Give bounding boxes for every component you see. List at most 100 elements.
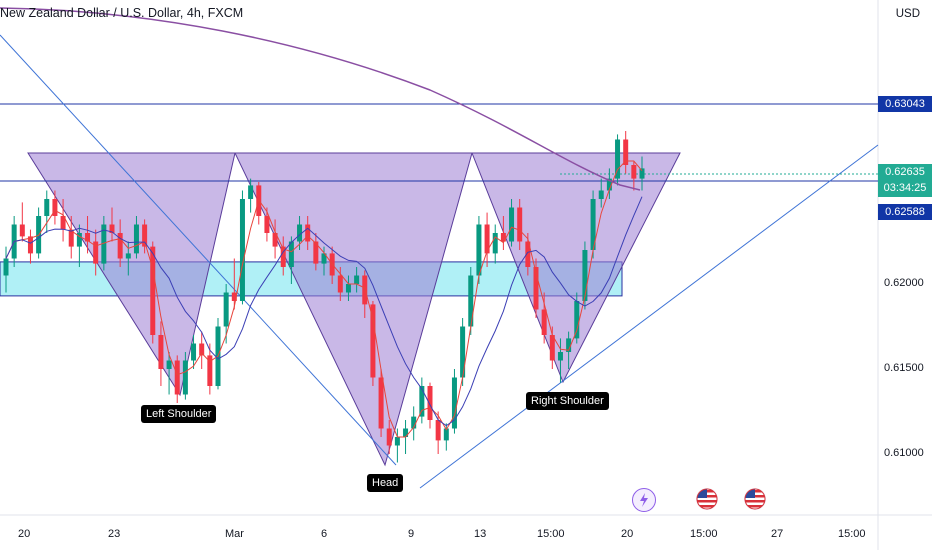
candle <box>264 207 270 242</box>
candle <box>411 406 417 441</box>
candle-body <box>354 275 360 284</box>
resistance-price-badge: 0.63043 <box>878 96 932 112</box>
price-tick: 0.62000 <box>884 277 924 289</box>
candle <box>509 199 515 247</box>
candle <box>19 202 25 242</box>
candle <box>85 216 91 254</box>
candle-body <box>460 326 466 378</box>
candle <box>500 216 506 250</box>
candle <box>623 131 629 174</box>
candle-body <box>468 275 474 327</box>
candle <box>280 236 286 276</box>
candle <box>239 190 245 305</box>
candle-body <box>117 233 123 259</box>
candle-body <box>207 355 213 386</box>
candle <box>60 199 66 242</box>
candle <box>27 229 33 264</box>
candle-body <box>623 139 629 165</box>
candle <box>150 241 156 344</box>
candle-body <box>239 199 245 301</box>
candle <box>182 352 188 400</box>
us-flag-icon[interactable] <box>696 488 718 510</box>
candle-body <box>533 267 539 310</box>
time-tick: 15:00 <box>537 528 565 540</box>
candle-body <box>305 224 311 242</box>
price-tick: 0.61500 <box>884 362 924 374</box>
candle-body <box>3 258 9 276</box>
candle-body <box>590 199 596 250</box>
candle-body <box>500 233 506 242</box>
candle <box>362 270 368 318</box>
candle-body <box>582 250 588 301</box>
us-flag-icon[interactable] <box>744 488 766 510</box>
left-shoulder-label: Left Shoulder <box>141 405 217 423</box>
time-tick: 20 <box>621 528 634 540</box>
head-triangle <box>234 152 473 467</box>
candle-body <box>566 338 572 352</box>
candle <box>345 275 351 301</box>
candle-body <box>615 139 621 179</box>
candle <box>615 134 621 186</box>
candle <box>133 216 139 259</box>
right-shoulder-label: Right Shoulder <box>526 392 609 410</box>
candle-body <box>248 185 254 199</box>
price-tick: 0.61000 <box>884 447 924 459</box>
candle-body <box>574 301 580 339</box>
candle-body <box>60 216 66 230</box>
candle <box>476 216 482 284</box>
candle <box>142 219 148 254</box>
candle-body <box>109 224 115 233</box>
candle <box>557 338 563 383</box>
candle <box>231 258 237 310</box>
candle-body <box>451 377 457 429</box>
candle-body <box>370 304 376 378</box>
candle <box>484 212 490 267</box>
candle-body <box>125 253 131 259</box>
candle <box>354 267 360 293</box>
candle-body <box>68 229 74 247</box>
candle-body <box>150 246 156 335</box>
candle-body <box>44 199 50 216</box>
candle <box>52 190 58 225</box>
time-tick: 9 <box>408 528 415 540</box>
last-price-badge: 0.62635 03:34:25 <box>878 164 932 197</box>
candle <box>166 352 172 395</box>
candle <box>109 207 115 242</box>
candle-body <box>288 241 294 267</box>
long-moving-average <box>0 7 641 191</box>
candle-body <box>394 437 400 446</box>
candle-body <box>557 352 563 361</box>
candle <box>215 318 221 390</box>
candle-body <box>19 224 25 237</box>
bar-countdown: 03:34:25 <box>883 182 927 194</box>
time-tick: 23 <box>108 528 121 540</box>
candle-body <box>435 420 441 441</box>
candle <box>76 224 82 267</box>
candle <box>590 190 596 259</box>
candle-body <box>386 428 392 446</box>
candle <box>386 420 392 454</box>
candle-body <box>166 360 172 369</box>
candle-body <box>549 335 555 361</box>
candle-body <box>541 309 547 335</box>
candle <box>435 411 441 454</box>
candle-body <box>101 224 107 264</box>
lightning-icon[interactable] <box>632 488 656 512</box>
candle <box>419 377 425 424</box>
candle <box>606 168 612 199</box>
candle <box>313 233 319 271</box>
candle-body <box>182 360 188 395</box>
candle-body <box>174 360 180 395</box>
candle-body <box>223 292 229 327</box>
candle <box>305 216 311 250</box>
candle <box>288 236 294 284</box>
candle <box>337 267 343 301</box>
candle <box>199 331 205 369</box>
candle <box>93 229 99 276</box>
candle <box>451 369 457 434</box>
candle-body <box>411 416 417 429</box>
candle-body <box>606 178 612 191</box>
candle <box>598 178 604 208</box>
